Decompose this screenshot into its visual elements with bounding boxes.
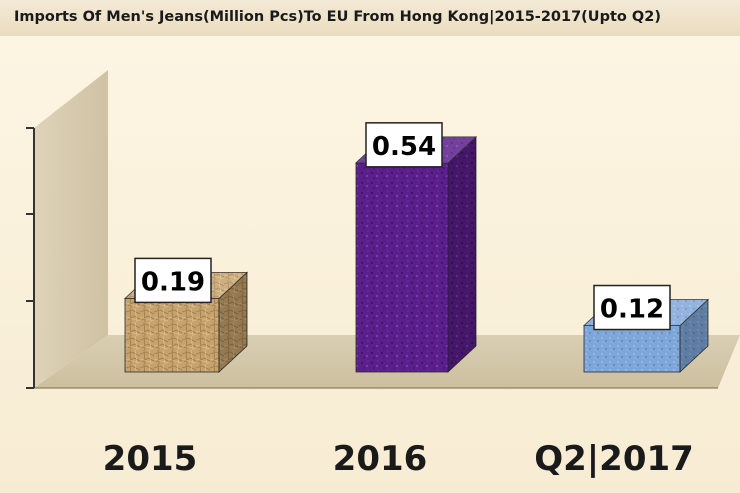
bar-2016: 0.54 [354, 122, 478, 373]
bar-front [355, 162, 449, 373]
data-label: 0.54 [372, 132, 436, 162]
data-label-box [365, 122, 443, 168]
bar-2015: 0.19 [123, 257, 249, 373]
chart-title: Imports Of Men's Jeans(Million Pcs)To EU… [14, 9, 661, 25]
data-label: 0.12 [600, 295, 664, 325]
x-tick-label: 2016 [333, 439, 428, 479]
data-label-box [134, 257, 212, 304]
bar-front [583, 325, 681, 373]
bar-q2-2017: 0.12 [582, 284, 710, 373]
bars: 0.19 0.54 0.12 [123, 122, 710, 373]
title-bar [0, 0, 740, 36]
x-tick-label: 2015 [103, 439, 198, 479]
x-tick-label: Q2|2017 [534, 439, 694, 479]
y-axis-ticks [26, 127, 34, 389]
back-wall [34, 70, 108, 388]
data-label: 0.19 [141, 267, 205, 297]
bar-front [124, 298, 220, 373]
x-axis-labels: 2015 2016 Q2|2017 [103, 439, 694, 479]
data-label-box [593, 284, 671, 331]
